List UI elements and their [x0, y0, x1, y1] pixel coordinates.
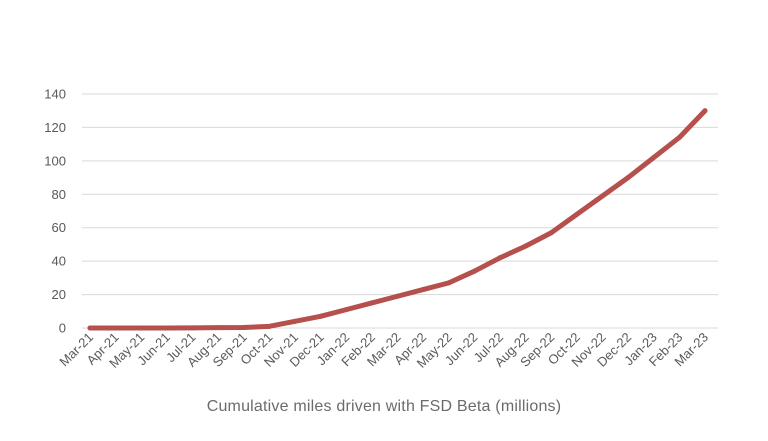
data-point: [625, 175, 631, 181]
data-point: [343, 307, 349, 313]
data-point: [497, 255, 503, 261]
y-tick-label: 80: [52, 187, 66, 202]
data-point: [266, 323, 272, 329]
data-point: [471, 268, 477, 274]
data-point: [113, 325, 119, 331]
data-point: [651, 155, 657, 161]
y-tick-label: 120: [44, 120, 66, 135]
gridlines: [82, 93, 718, 329]
data-point: [190, 325, 195, 331]
y-axis-tick-labels: 0 20 40 60 80 100 120 140: [44, 87, 66, 336]
data-point: [241, 324, 247, 330]
data-point: [138, 325, 144, 331]
data-point: [702, 108, 708, 114]
data-point: [523, 243, 529, 249]
data-point: [574, 211, 580, 217]
data-point: [446, 280, 452, 286]
y-tick-label: 0: [59, 321, 66, 336]
y-tick-label: 140: [44, 87, 66, 102]
data-point: [292, 318, 298, 324]
data-point: [600, 193, 605, 199]
data-point: [420, 287, 426, 293]
x-axis-tick-labels: Mar-21Apr-21May-21Jun-21Jul-21Aug-21Sep-…: [56, 330, 711, 371]
data-point: [548, 230, 554, 236]
y-tick-label: 100: [44, 153, 66, 168]
y-tick-label: 40: [52, 254, 66, 269]
data-point: [318, 313, 324, 319]
data-point: [87, 325, 93, 331]
data-point: [164, 325, 170, 331]
y-tick-label: 20: [52, 287, 66, 302]
data-point: [395, 293, 400, 299]
y-tick-label: 60: [52, 220, 66, 235]
chart-title: Cumulative miles driven with FSD Beta (m…: [206, 398, 562, 415]
data-point: [215, 325, 221, 331]
data-point: [676, 134, 682, 140]
data-point: [369, 300, 375, 306]
series-layer: [87, 108, 708, 331]
